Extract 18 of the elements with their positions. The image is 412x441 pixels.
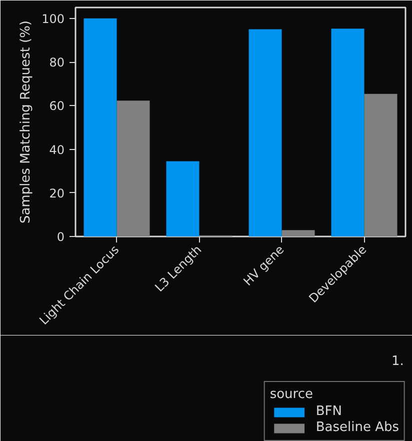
legend-label: BFN [316,404,342,419]
y-tick-label: 60 [49,99,65,114]
legend-title: source [270,387,314,402]
bar [116,100,150,236]
legend-label: Baseline Abs [316,420,399,435]
y-tick-label: 20 [49,186,65,200]
y-tick-label: 80 [49,56,65,70]
y-tick-label: 0 [56,230,65,244]
y-tick-label: 100 [42,12,64,26]
text: 1. [391,354,404,370]
bar [364,94,398,236]
bar [282,230,315,236]
bar [248,29,282,236]
bar [331,28,364,236]
bar [166,161,200,236]
bar [84,18,117,236]
y-tick-label: 40 [49,142,65,157]
y-axis-title: Samples Matching Request (%) [18,20,34,224]
